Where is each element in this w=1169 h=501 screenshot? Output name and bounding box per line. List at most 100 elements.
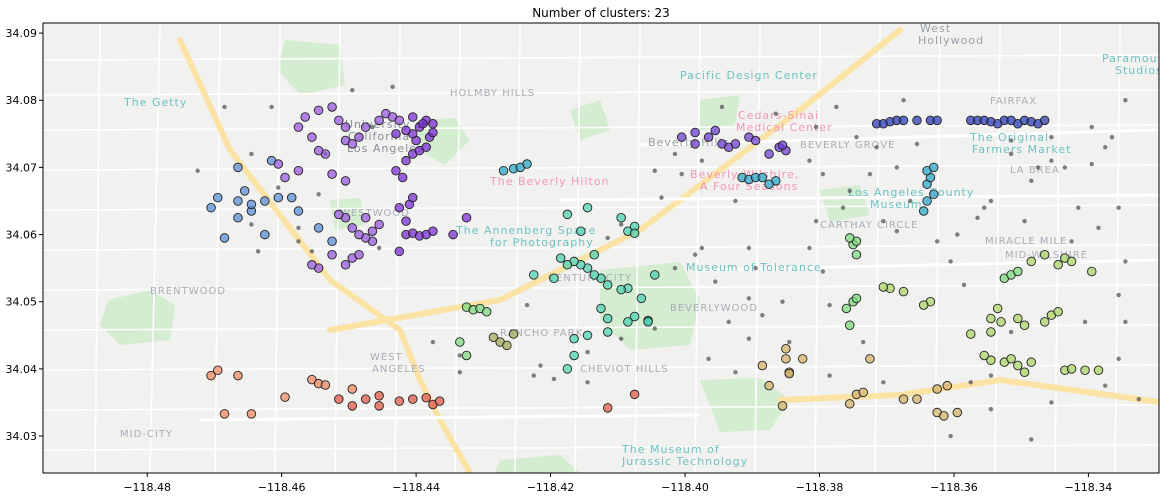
data-point <box>623 317 633 327</box>
noise-point <box>881 218 886 224</box>
data-point <box>360 122 371 132</box>
noise-point <box>901 98 906 103</box>
noise-point <box>699 245 705 251</box>
data-point <box>428 118 438 129</box>
noise-point <box>296 239 301 244</box>
data-point <box>508 329 519 339</box>
cluster-series-5 <box>455 233 1023 361</box>
data-point <box>1080 365 1090 375</box>
data-point <box>898 394 909 404</box>
data-point <box>233 213 243 223</box>
data-point <box>589 249 600 260</box>
noise-point <box>1116 205 1121 210</box>
cluster-series-1 <box>334 389 640 413</box>
data-point <box>408 394 418 404</box>
noise-point <box>914 141 920 147</box>
noise-point <box>1049 134 1054 140</box>
data-point <box>394 115 405 126</box>
data-point <box>394 202 405 213</box>
parks <box>100 40 870 473</box>
data-point <box>602 280 613 290</box>
noise-point <box>847 188 852 194</box>
data-point <box>340 122 351 132</box>
svg-text:The Museum of: The Museum of <box>621 443 720 456</box>
y-tick-label: 34.03 <box>6 430 38 443</box>
noise-point <box>269 104 274 110</box>
data-point <box>481 307 492 317</box>
noise-point <box>672 265 678 271</box>
noise-point <box>1123 259 1128 264</box>
noise-point <box>807 245 812 251</box>
data-point <box>327 236 337 247</box>
data-point <box>898 286 909 297</box>
cluster-series-3 <box>488 329 519 351</box>
data-point <box>1013 313 1023 324</box>
noise-point <box>860 339 866 345</box>
data-point <box>1087 266 1097 277</box>
data-point <box>929 189 939 200</box>
noise-point <box>961 282 967 288</box>
noise-point <box>813 218 819 224</box>
y-axis: 34.03 34.04 34.05 34.06 34.07 34.08 34.09 <box>6 27 43 443</box>
data-point <box>300 112 310 122</box>
data-point <box>260 196 270 206</box>
data-point <box>286 192 297 203</box>
data-point <box>986 313 996 324</box>
data-point <box>781 354 791 364</box>
svg-text:Museum: Museum <box>870 198 923 211</box>
data-point <box>233 196 243 206</box>
noise-point <box>605 235 610 241</box>
data-point <box>488 332 499 343</box>
noise-point <box>975 215 980 220</box>
data-point <box>1039 249 1050 260</box>
data-point <box>293 166 304 176</box>
data-point <box>932 115 942 126</box>
noise-point <box>309 249 315 254</box>
data-point <box>401 216 411 226</box>
data-point <box>347 384 358 394</box>
noise-point <box>1136 396 1142 402</box>
data-point <box>334 115 344 126</box>
data-point <box>1013 266 1023 277</box>
data-point <box>1019 367 1030 378</box>
data-point <box>354 132 364 142</box>
noise-point <box>894 229 900 234</box>
data-point <box>394 396 405 406</box>
map-background: HOLMBY HILLS University of California, L… <box>43 23 1159 473</box>
svg-text:LA BREA: LA BREA <box>1010 165 1060 176</box>
svg-text:WESTWOOD: WESTWOOD <box>340 208 410 219</box>
data-point <box>569 333 579 344</box>
data-point <box>280 392 290 402</box>
data-point <box>851 249 862 260</box>
data-point <box>650 270 660 280</box>
noise-point <box>988 406 994 412</box>
noise-point <box>773 111 778 116</box>
data-point <box>781 343 791 354</box>
data-point <box>844 320 855 330</box>
data-point <box>397 172 408 183</box>
noise-point <box>672 151 678 157</box>
noise-point <box>524 302 530 308</box>
data-point <box>992 303 1003 314</box>
noise-point <box>827 373 832 378</box>
data-point <box>629 311 640 322</box>
data-point <box>643 317 653 327</box>
data-point <box>1066 256 1077 267</box>
data-point <box>421 142 431 153</box>
data-point <box>616 284 626 295</box>
data-point <box>1093 365 1104 375</box>
data-point <box>461 213 472 223</box>
noise-point <box>457 370 463 375</box>
noise-point <box>296 225 301 231</box>
data-point <box>327 169 337 179</box>
noise-point <box>1096 225 1101 231</box>
noise-point <box>746 245 752 251</box>
noise-point <box>699 158 705 163</box>
noise-point <box>780 299 785 304</box>
data-point <box>912 394 922 404</box>
noise-point <box>1109 134 1115 140</box>
data-point <box>602 313 613 324</box>
data-point <box>764 179 774 189</box>
noise-point <box>585 380 590 385</box>
cluster-series-2 <box>757 343 963 421</box>
